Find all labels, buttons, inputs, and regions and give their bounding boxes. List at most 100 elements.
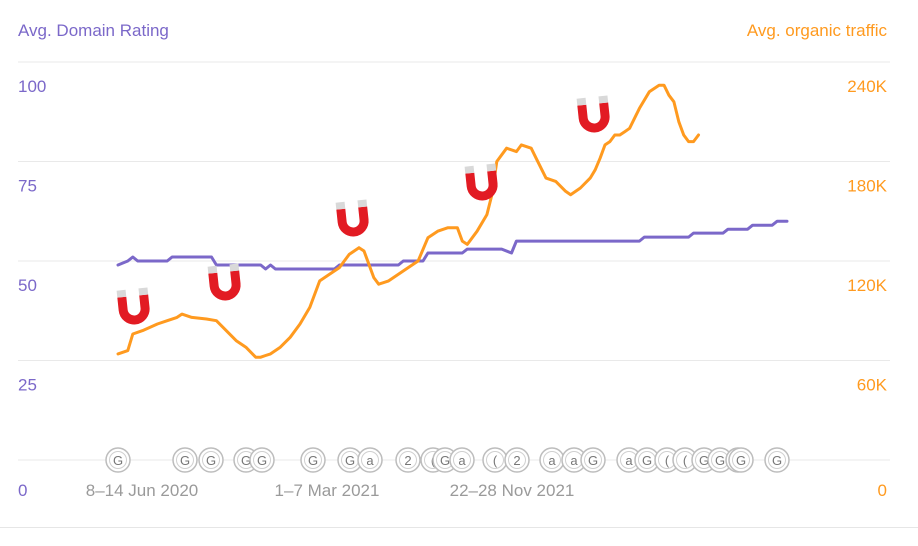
- x-tick-label: 8–14 Jun 2020: [86, 481, 199, 500]
- organic-traffic-line: [116, 83, 700, 359]
- magnet-icon: [576, 95, 610, 133]
- event-marker-glyph: G: [308, 453, 318, 468]
- magnet-tip-left: [207, 265, 218, 274]
- event-marker-glyph: (: [683, 453, 688, 468]
- bottom-divider: [0, 527, 918, 528]
- left-tick-label: 25: [18, 376, 37, 395]
- event-marker-ring: [109, 451, 127, 469]
- left-tick-label: 0: [18, 481, 27, 500]
- magnet-tip-left: [464, 165, 475, 174]
- event-marker-ring: [304, 451, 322, 469]
- event-marker-ring: [176, 451, 194, 469]
- event-marker[interactable]: G: [172, 447, 198, 473]
- event-marker-glyph: a: [458, 453, 466, 468]
- event-marker-glyph: (: [493, 453, 498, 468]
- event-marker-glyph: 2: [513, 453, 520, 468]
- event-marker[interactable]: G: [198, 447, 224, 473]
- event-marker[interactable]: G: [300, 447, 326, 473]
- event-marker-glyph: a: [366, 453, 374, 468]
- event-marker[interactable]: G: [249, 447, 275, 473]
- magnet-tip-left: [116, 289, 127, 298]
- right-tick-label: 240K: [847, 77, 887, 96]
- event-marker-glyph: G: [699, 453, 709, 468]
- event-marker-ring: [253, 451, 271, 469]
- event-marker[interactable]: 2: [395, 447, 421, 473]
- x-tick-label: 1–7 Mar 2021: [275, 481, 380, 500]
- right-tick-label: 0: [878, 481, 887, 500]
- magnet-tip-right: [138, 287, 149, 296]
- event-marker-glyph: G: [440, 453, 450, 468]
- event-marker-glyph: (: [665, 453, 670, 468]
- event-marker-glyph: G: [736, 453, 746, 468]
- event-marker-ring: [768, 451, 786, 469]
- event-marker[interactable]: a: [616, 447, 642, 473]
- right-axis-ticks: 240K 180K 120K 60K 0: [847, 77, 887, 500]
- left-tick-label: 100: [18, 77, 46, 96]
- event-marker-glyph: G: [772, 453, 782, 468]
- magnet-tip-left: [335, 201, 346, 210]
- magnet-body: [577, 102, 610, 133]
- left-axis-ticks: 100 75 50 25 0: [18, 77, 46, 500]
- magnet-body: [208, 270, 241, 301]
- event-marker-ring: [584, 451, 602, 469]
- event-marker-glyph: G: [206, 453, 216, 468]
- event-marker[interactable]: a: [449, 447, 475, 473]
- event-marker-ring: [508, 451, 526, 469]
- right-axis-title: Avg. organic traffic: [747, 21, 888, 40]
- magnet-body: [117, 294, 150, 325]
- event-marker-ring: [543, 451, 561, 469]
- event-marker-ring: [453, 451, 471, 469]
- event-marker-glyph: G: [257, 453, 267, 468]
- event-marker[interactable]: a: [539, 447, 565, 473]
- event-marker-glyph: G: [345, 453, 355, 468]
- magnet-tip-left: [576, 97, 587, 106]
- left-axis-title: Avg. Domain Rating: [18, 21, 169, 40]
- event-marker-ring: [399, 451, 417, 469]
- event-marker[interactable]: a: [561, 447, 587, 473]
- event-marker-ring: [202, 451, 220, 469]
- event-marker[interactable]: G: [634, 447, 660, 473]
- magnet-icon: [335, 199, 369, 237]
- right-tick-label: 60K: [857, 376, 888, 395]
- event-marker[interactable]: G: [728, 447, 754, 473]
- event-marker-glyph: G: [588, 453, 598, 468]
- event-marker[interactable]: G: [764, 447, 790, 473]
- event-marker-ring: [732, 451, 750, 469]
- magnet-icon: [207, 263, 241, 301]
- magnet-icon: [464, 163, 498, 201]
- magnet-tip-right: [229, 263, 240, 272]
- event-marker-ring: [361, 451, 379, 469]
- magnet-body: [465, 170, 498, 201]
- event-marker-ring: [486, 451, 504, 469]
- x-tick-label: 22–28 Nov 2021: [450, 481, 575, 500]
- event-marker-glyph: 2: [404, 453, 411, 468]
- magnet-body: [336, 206, 369, 237]
- event-marker-glyph: G: [241, 453, 251, 468]
- event-marker[interactable]: (: [482, 447, 508, 473]
- left-tick-label: 50: [18, 276, 37, 295]
- event-marker[interactable]: 2: [504, 447, 530, 473]
- magnet-tip-right: [598, 95, 609, 104]
- magnet-annotations: [116, 95, 610, 325]
- x-axis-ticks: 8–14 Jun 2020 1–7 Mar 2021 22–28 Nov 2021: [86, 481, 575, 500]
- right-tick-label: 180K: [847, 177, 887, 196]
- magnet-tip-right: [357, 199, 368, 208]
- right-tick-label: 120K: [847, 276, 887, 295]
- event-marker-glyph: G: [113, 453, 123, 468]
- domain-rating-line: [116, 219, 789, 271]
- event-marker-glyph: G: [715, 453, 725, 468]
- magnet-icon: [116, 287, 150, 325]
- event-marker-glyph: G: [642, 453, 652, 468]
- event-marker[interactable]: G: [580, 447, 606, 473]
- event-marker-glyph: a: [570, 453, 578, 468]
- event-marker[interactable]: a: [357, 447, 383, 473]
- event-marker[interactable]: G: [105, 447, 131, 473]
- event-marker-glyph: a: [625, 453, 633, 468]
- event-marker-glyph: a: [548, 453, 556, 468]
- left-tick-label: 75: [18, 177, 37, 196]
- series-lines: [116, 83, 789, 359]
- event-marker-glyph: G: [180, 453, 190, 468]
- magnet-tip-right: [486, 163, 497, 172]
